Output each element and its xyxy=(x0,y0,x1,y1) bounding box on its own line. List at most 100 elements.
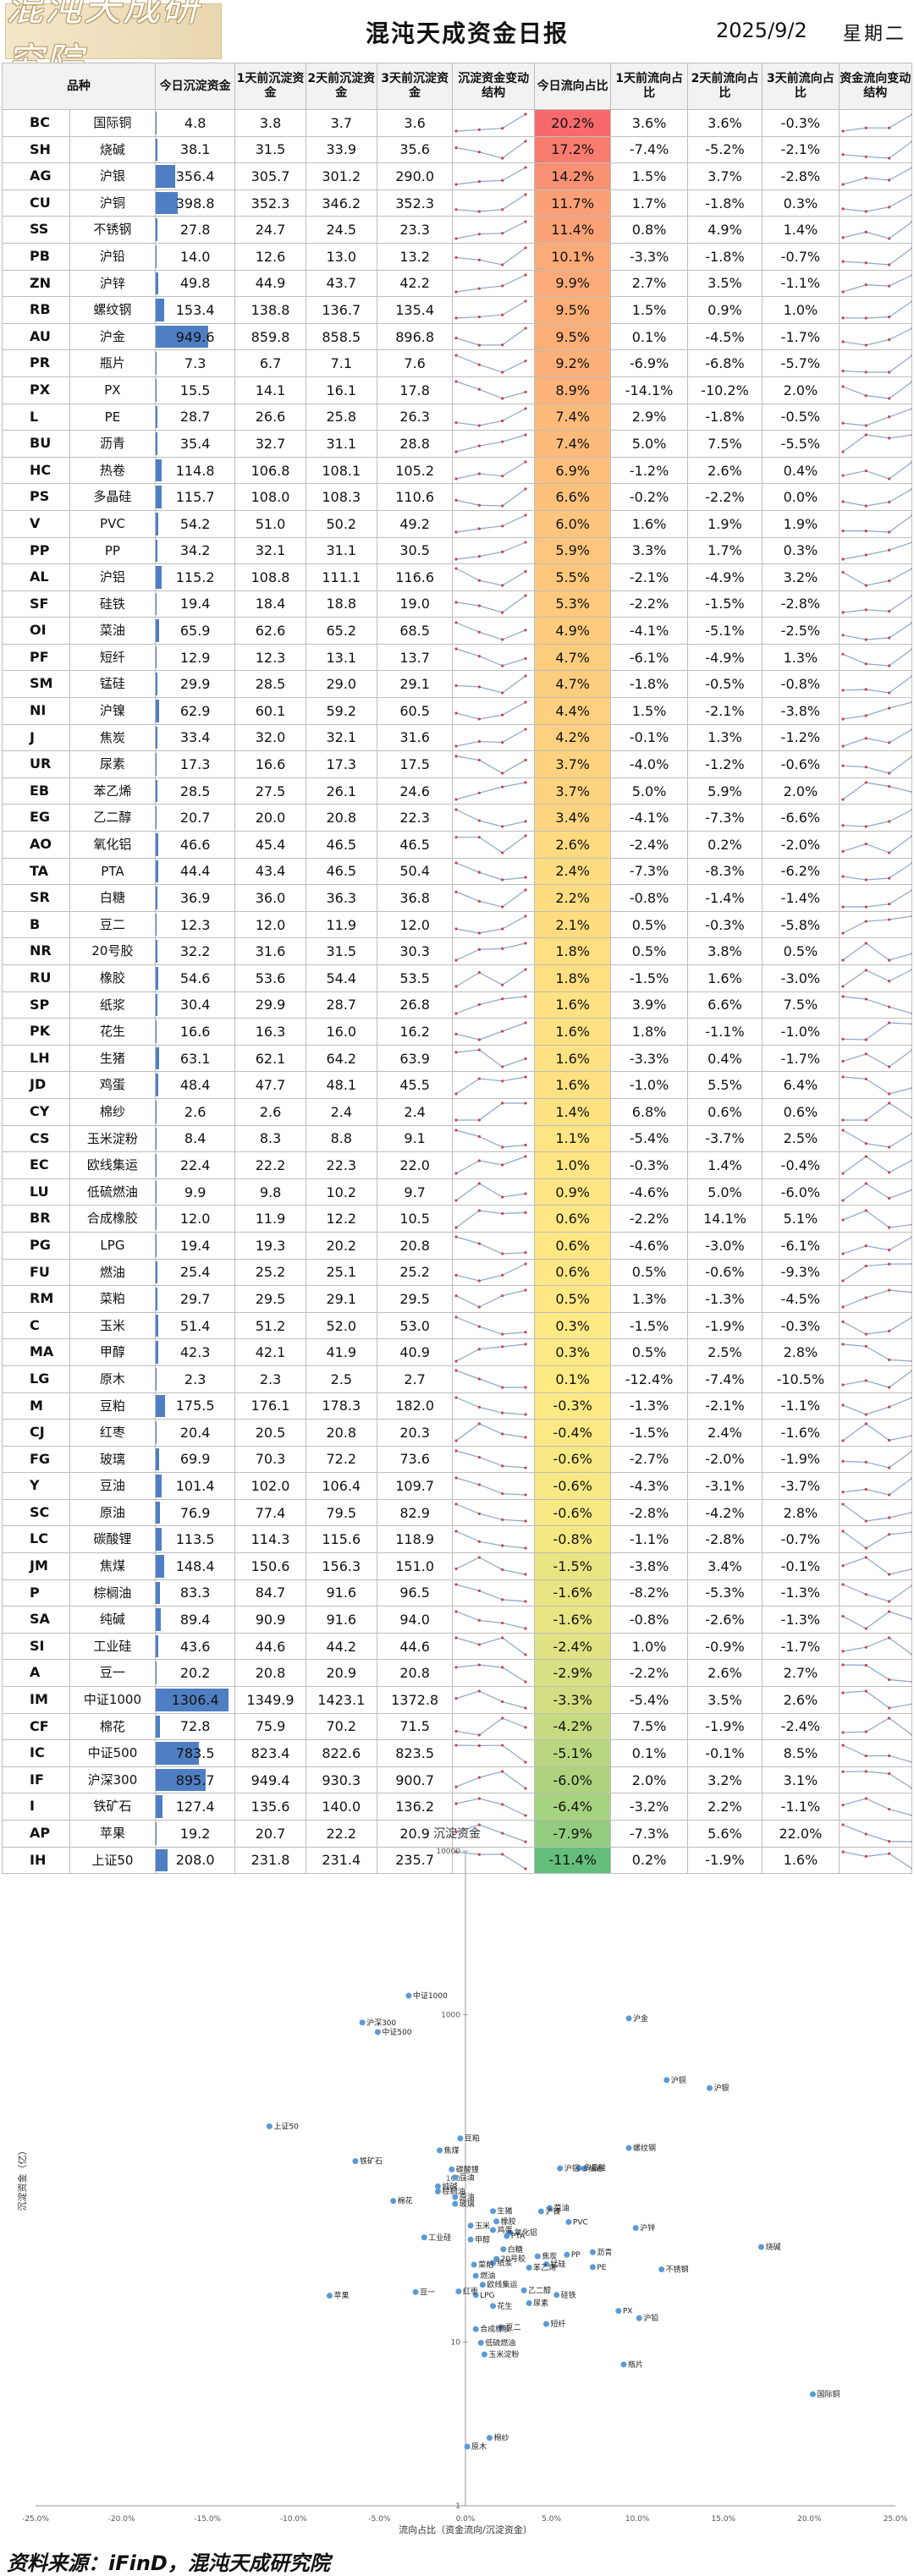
flow-structure-cell xyxy=(839,644,911,671)
sparkline-point xyxy=(864,638,867,640)
funds-1d: 12.0 xyxy=(235,911,306,938)
product-code: OI xyxy=(3,618,70,644)
funds-bar xyxy=(156,860,158,883)
funds-1d: 36.0 xyxy=(235,885,306,912)
sparkline-point xyxy=(455,744,458,747)
funds-sparkline xyxy=(453,405,529,429)
funds-3d: 49.2 xyxy=(377,510,452,537)
flow-1d: 0.5% xyxy=(611,911,687,938)
sparkline-point xyxy=(455,1530,458,1532)
sparkline-point xyxy=(455,1449,458,1452)
flow-3d: -1.2% xyxy=(763,724,839,751)
sparkline-point xyxy=(841,850,844,853)
sparkline-point xyxy=(841,1564,844,1567)
sparkline-point xyxy=(888,1439,890,1442)
funds-sparkline xyxy=(453,1581,529,1605)
sparkline-point xyxy=(501,1621,504,1623)
today-funds-value: 42.3 xyxy=(180,1344,211,1360)
sparkline xyxy=(843,1184,912,1200)
sparkline-point xyxy=(864,553,867,556)
scatter-point xyxy=(457,2135,463,2141)
funds-sparkline xyxy=(453,832,529,856)
today-funds-cell: 44.4 xyxy=(155,858,235,885)
funds-bar xyxy=(156,1502,160,1524)
funds-sparkline xyxy=(453,913,529,936)
sparkline-point xyxy=(864,843,867,845)
today-flow: 11.4% xyxy=(534,217,610,244)
sparkline xyxy=(456,1264,526,1281)
funds-structure-cell xyxy=(453,991,535,1019)
sparkline-point xyxy=(525,360,527,362)
sparkline xyxy=(456,435,526,452)
flow-sparkline xyxy=(840,860,912,883)
sparkline-point xyxy=(478,1733,481,1736)
sparkline-point xyxy=(501,398,504,400)
funds-1d: 47.7 xyxy=(235,1072,306,1099)
today-funds-cell: 2.6 xyxy=(155,1098,235,1125)
sparkline-point xyxy=(525,758,527,761)
sparkline xyxy=(456,355,526,372)
funds-sparkline xyxy=(453,244,529,268)
sparkline-point xyxy=(864,942,867,944)
sparkline xyxy=(456,275,526,292)
funds-1d: 8.3 xyxy=(235,1125,306,1152)
funds-3d: 71.5 xyxy=(377,1713,452,1740)
funds-sparkline xyxy=(453,1742,529,1766)
sparkline-point xyxy=(501,1544,504,1546)
product-name: 沪镍 xyxy=(70,698,155,724)
flow-1d: 1.5% xyxy=(611,163,687,190)
flow-1d: 1.5% xyxy=(611,297,687,324)
product-code: AL xyxy=(3,564,70,590)
product-code: CU xyxy=(3,190,70,217)
sparkline xyxy=(843,1290,912,1307)
flow-structure-cell xyxy=(839,1446,911,1473)
flow-2d: 1.9% xyxy=(687,510,762,537)
product-code: P xyxy=(3,1580,70,1607)
sparkline-point xyxy=(841,744,844,747)
product-code: PG xyxy=(3,1233,70,1259)
scatter-point xyxy=(535,2254,541,2260)
flow-sparkline xyxy=(840,486,912,509)
flow-3d: -2.1% xyxy=(763,136,839,163)
today-flow: 9.2% xyxy=(534,350,610,377)
sparkline-point xyxy=(455,1503,458,1506)
funds-3d: 116.6 xyxy=(377,564,452,591)
funds-bar xyxy=(156,1315,158,1337)
flow-3d: 5.1% xyxy=(763,1206,839,1233)
sparkline xyxy=(456,676,526,693)
sparkline-point xyxy=(455,1802,458,1804)
today-funds-value: 44.4 xyxy=(180,863,211,879)
funds-3d: 40.9 xyxy=(377,1339,452,1366)
today-funds-cell: 63.1 xyxy=(155,1045,235,1072)
sparkline xyxy=(456,1370,526,1387)
product-name: 生猪 xyxy=(70,1046,155,1072)
today-funds-cell: 175.5 xyxy=(155,1392,235,1420)
sparkline-point xyxy=(501,1464,504,1467)
today-funds-value: 9.9 xyxy=(184,1184,206,1200)
sparkline-point xyxy=(478,836,481,838)
scatter-point xyxy=(482,2352,487,2358)
product-name: 国际铜 xyxy=(70,110,155,136)
funds-sparkline xyxy=(453,1608,529,1632)
flow-structure-cell xyxy=(839,1553,911,1580)
sparkline-point xyxy=(888,980,890,982)
today-flow: 0.5% xyxy=(534,1286,610,1313)
sparkline xyxy=(843,997,912,1013)
sparkline-point xyxy=(841,1199,844,1201)
flow-3d: -3.8% xyxy=(763,698,839,725)
scatter-point-label: 苹果 xyxy=(333,2291,349,2301)
sparkline xyxy=(456,382,526,398)
sparkline-point xyxy=(841,1615,844,1618)
funds-3d: 96.5 xyxy=(377,1579,452,1607)
flow-2d: 7.5% xyxy=(687,431,762,458)
today-flow: -0.6% xyxy=(534,1499,610,1526)
